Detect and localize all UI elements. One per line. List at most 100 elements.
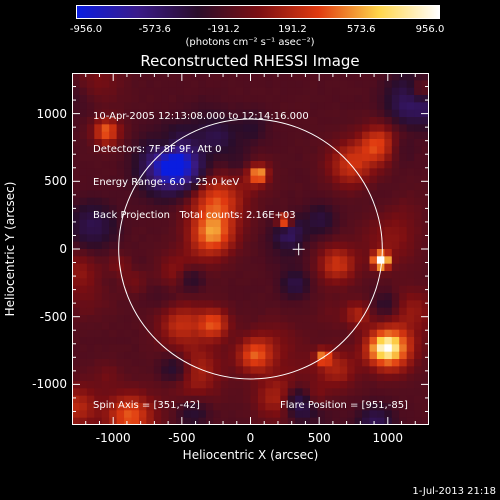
- heatmap-cell: [332, 205, 341, 213]
- heatmap-cell: [354, 234, 363, 243]
- heatmap-cell: [131, 168, 140, 177]
- heatmap-cell: [324, 300, 333, 309]
- heatmap-cell: [384, 395, 393, 404]
- heatmap-cell: [391, 285, 400, 294]
- heatmap-cell: [362, 381, 371, 389]
- heatmap-cell: [138, 359, 147, 367]
- heatmap-cell: [391, 102, 400, 111]
- heatmap-cell: [205, 359, 214, 367]
- heatmap-cell: [347, 80, 356, 89]
- heatmap-cell: [376, 329, 385, 338]
- heatmap-cell: [109, 373, 118, 382]
- heatmap-cell: [369, 146, 378, 155]
- heatmap-cell: [354, 139, 363, 147]
- heatmap-cell: [86, 388, 95, 397]
- heatmap-cell: [317, 366, 326, 375]
- heatmap-cell: [324, 73, 333, 81]
- heatmap-cell: [109, 219, 118, 228]
- heatmap-cell: [369, 168, 378, 177]
- heatmap-cell: [153, 139, 162, 147]
- heatmap-cell: [250, 285, 259, 294]
- heatmap-cell: [339, 146, 348, 155]
- heatmap-cell: [384, 344, 393, 353]
- heatmap-cell: [94, 337, 103, 345]
- heatmap-cell: [72, 146, 81, 155]
- colorbar: [76, 5, 440, 19]
- heatmap-cell: [376, 124, 385, 133]
- heatmap-cell: [124, 285, 133, 294]
- heatmap-cell: [421, 329, 429, 338]
- heatmap-cell: [391, 183, 400, 191]
- heatmap-cell: [161, 95, 170, 103]
- heatmap-cell: [406, 337, 415, 345]
- heatmap-cell: [347, 344, 356, 353]
- heatmap-cell: [354, 337, 363, 345]
- heatmap-cell: [109, 117, 118, 125]
- heatmap-cell: [406, 117, 415, 125]
- heatmap-cell: [391, 161, 400, 169]
- heatmap-cell: [362, 403, 371, 411]
- heatmap-cell: [213, 366, 222, 375]
- colorbar-tick: 573.6: [346, 24, 376, 35]
- heatmap-cell: [161, 234, 170, 243]
- heatmap-cell: [324, 102, 333, 111]
- heatmap-cell: [339, 227, 348, 235]
- heatmap-cell: [332, 227, 341, 235]
- heatmap-cell: [347, 117, 356, 125]
- heatmap-cell: [391, 205, 400, 213]
- heatmap-cell: [146, 337, 155, 345]
- heatmap-cell: [406, 373, 415, 382]
- heatmap-cell: [384, 124, 393, 133]
- heatmap-cell: [79, 359, 88, 367]
- heatmap-cell: [168, 241, 177, 250]
- heatmap-cell: [124, 329, 133, 338]
- heatmap-cell: [146, 212, 155, 221]
- heatmap-cell: [302, 395, 311, 404]
- heatmap-cell: [161, 161, 170, 169]
- heatmap-cell: [295, 373, 304, 382]
- heatmap-cell: [198, 359, 207, 367]
- heatmap-cell: [332, 117, 341, 125]
- heatmap-cell: [191, 197, 200, 206]
- heatmap-cell: [205, 263, 214, 272]
- heatmap-cell: [406, 263, 415, 272]
- heatmap-cell: [302, 417, 311, 425]
- heatmap-cell: [399, 271, 408, 279]
- heatmap-cell: [384, 80, 393, 89]
- heatmap-cell: [79, 95, 88, 103]
- heatmap-cell: [376, 359, 385, 367]
- heatmap-cell: [153, 73, 162, 81]
- heatmap-cell: [146, 87, 155, 96]
- heatmap-cell: [384, 307, 393, 316]
- spin-axis-label: Spin Axis = [351,-42]: [93, 400, 200, 411]
- heatmap-cell: [161, 124, 170, 133]
- heatmap-cell: [265, 153, 274, 162]
- heatmap-cell: [347, 315, 356, 323]
- heatmap-cell: [414, 381, 423, 389]
- heatmap-cell: [332, 403, 341, 411]
- heatmap-cell: [347, 278, 356, 287]
- heatmap-cell: [161, 307, 170, 316]
- heatmap-cell: [339, 359, 348, 367]
- heatmap-cell: [391, 95, 400, 103]
- heatmap-cell: [176, 219, 185, 228]
- heatmap-cell: [421, 395, 429, 404]
- heatmap-cell: [213, 388, 222, 397]
- heatmap-cell: [339, 175, 348, 184]
- heatmap-cell: [228, 234, 237, 243]
- heatmap-cell: [272, 219, 281, 228]
- heatmap-cell: [324, 80, 333, 89]
- heatmap-cell: [86, 337, 95, 345]
- heatmap-cell: [406, 80, 415, 89]
- heatmap-cell: [183, 227, 192, 235]
- heatmap-cell: [324, 337, 333, 345]
- heatmap-cell: [310, 403, 319, 411]
- heatmap-cell: [183, 212, 192, 221]
- heatmap-cell: [354, 315, 363, 323]
- heatmap-cell: [101, 109, 110, 118]
- heatmap-cell: [138, 241, 147, 250]
- heatmap-cell: [414, 293, 423, 301]
- heatmap-cell: [161, 388, 170, 397]
- heatmap-cell: [153, 183, 162, 191]
- heatmap-cell: [235, 102, 244, 111]
